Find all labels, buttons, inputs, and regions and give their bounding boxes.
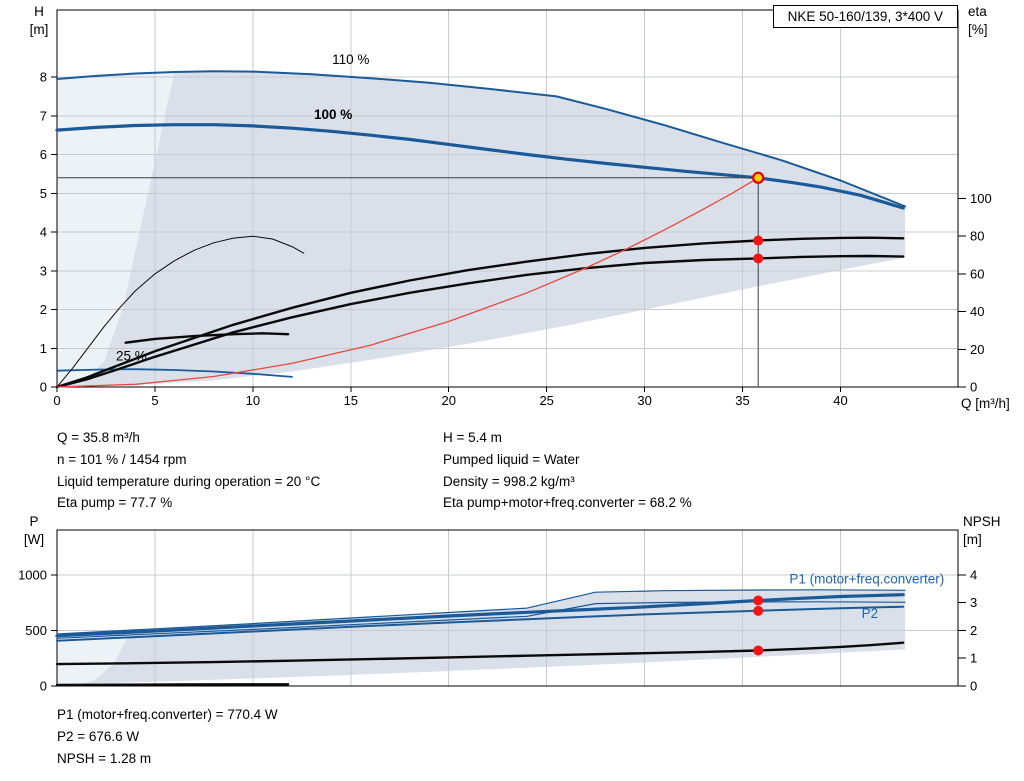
tick-label: 1000 [18,567,47,582]
info-line-pumped-liquid: Pumped liquid = Water [443,451,580,467]
system-curve [56,177,759,388]
tick-label: 20 [970,342,984,357]
eta-axis-label-line1: eta [968,4,987,19]
p2-reduced-speed-curve [55,683,290,687]
npsh-axis-label-line2: [m] [963,532,982,547]
tick-label: 40 [833,393,847,408]
tick-label: 60 [970,266,984,281]
info-line-npsh: NPSH = 1.28 m [57,750,152,766]
p-axis-label: P [W] [14,513,54,549]
low-flow-region [57,72,175,386]
p2-envelope-top [56,601,906,639]
tick-label: 4 [970,567,977,582]
tick-label: 500 [25,623,47,638]
curve-100pct [55,123,905,210]
tick-label: 1 [40,341,47,356]
p2-curve [56,605,905,642]
label-100pct: 100 % [314,107,352,122]
p-axis-label-line2: [W] [23,532,45,547]
tick-label: 3 [40,263,47,278]
tick-label: 8 [40,70,47,85]
tick-label: 6 [40,147,47,162]
power-envelope [57,589,906,684]
qh-eta-chart-grid [57,10,958,387]
npsh-axis-label-line1: NPSH [963,514,1001,529]
tick-label: 4 [40,225,47,240]
tick-label: 35 [735,393,749,408]
eta-reduced-speed-curve [56,235,305,388]
info-line-eta-pump: Eta pump = 77.7 % [57,495,173,511]
tick-label: 5 [151,393,158,408]
info-line-p1: P1 (motor+freq.converter) = 770.4 W [57,707,278,722]
info-line-density: Density = 998.2 kg/m³ [443,473,575,489]
tick-label: 0 [40,380,47,395]
tick-label: 0 [40,679,47,694]
duty-info-left-column: Q = 35.8 m³/h n = 101 % / 1454 rpm Liqui… [57,427,320,514]
label-p1: P1 (motor+freq.converter) [789,571,944,586]
h-axis-label-line1: H [34,4,44,19]
curve-110pct [56,70,907,208]
h-axis-label: H [m] [20,3,58,39]
power-npsh-chart: 0 500 1000 0 1 2 3 4 P1 (motor+freq.converter) P2 [18,529,977,694]
eta-total-reduced-curve [124,332,290,344]
npsh-axis-label: NPSH [m] [963,513,1001,549]
tick-label: 2 [40,302,47,317]
power-npsh-chart-ticks: 0 500 1000 0 1 2 3 4 [18,567,977,693]
tick-label: 1 [970,651,977,666]
eta-total-point [753,253,764,264]
p1-curve [55,593,905,638]
eta-pump-curve [55,236,905,389]
tick-label: 25 [539,393,553,408]
tick-label: 40 [970,304,984,319]
tick-label: 3 [970,595,977,610]
power-info-column: P1 (motor+freq.converter) = 770.4 W P2 =… [57,704,278,769]
curve-25pct [56,368,293,378]
info-line-eta-total: Eta pump+motor+freq.converter = 68.2 % [443,495,692,511]
tick-label: 0 [53,393,60,408]
info-line-q: Q = 35.8 m³/h [57,430,140,445]
tick-label: 10 [246,393,260,408]
label-p2: P2 [862,606,879,621]
npsh-curve [55,641,905,666]
tick-label: 20 [442,393,456,408]
tick-label: 7 [40,108,47,123]
power-low-flow-region [57,629,132,686]
eta-axis-label: eta [%] [968,3,988,39]
duty-info-right-column: H = 5.4 m Pumped liquid = Water Density … [443,427,692,514]
info-line-liquid-temp: Liquid temperature during operation = 20… [57,473,321,489]
tick-label: 30 [637,393,651,408]
tick-label: 15 [344,393,358,408]
tick-label: 0 [970,679,977,694]
tick-label: 0 [970,380,977,395]
p-axis-label-line1: P [29,514,39,529]
pump-model-box: NKE 50-160/139, 3*400 V [772,5,958,28]
p1-point [753,595,764,606]
qh-eta-chart: 0 5 10 15 20 25 30 35 40012345678020406080100110… [40,9,992,408]
p1-envelope-top [56,589,906,635]
p2-point [753,605,764,616]
label-25pct: 25 % [116,349,147,364]
power-npsh-chart-frame [56,529,959,687]
info-line-h: H = 5.4 m [443,430,502,445]
tick-label: 5 [40,186,47,201]
npsh-point [753,645,764,656]
info-line-speed: n = 101 % / 1454 rpm [57,451,187,467]
tick-label: 2 [970,623,977,638]
q-axis-label: Q [m³/h] [961,396,1010,411]
label-110pct: 110 % [332,52,369,67]
info-line-p2: P2 = 676.6 W [57,728,140,744]
h-axis-label-line2: [m] [29,22,49,37]
operating-envelope [57,71,906,387]
eta-pump-point [753,235,764,246]
pump-model-text: NKE 50-160/139, 3*400 V [787,9,943,24]
tick-label: 100 [970,191,992,206]
duty-point [752,171,765,184]
eta-total-curve [55,254,905,389]
tick-label: 80 [970,229,984,244]
eta-axis-label-line2: [%] [968,22,988,37]
